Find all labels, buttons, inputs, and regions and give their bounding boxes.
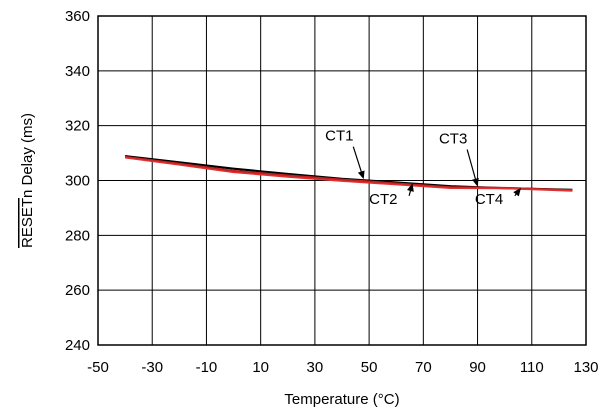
x-tick-label: 50 — [361, 359, 378, 376]
x-tick-label: 90 — [469, 359, 486, 376]
y-axis-title-rest: n Delay (ms) — [19, 113, 36, 198]
x-tick-label: 70 — [415, 359, 432, 376]
annotation: CT2 — [369, 183, 414, 208]
y-tick-label: 320 — [65, 118, 90, 135]
x-tick-label: 10 — [252, 359, 269, 376]
series-line — [124, 155, 573, 191]
plot-frame — [97, 15, 587, 346]
x-tick-label: 30 — [307, 359, 324, 376]
annotation: CT4 — [475, 187, 521, 208]
annotation-arrowhead — [472, 177, 479, 187]
annotation-arrowhead — [513, 187, 521, 197]
annotations: CT1 CT2 CT3 CT4 — [325, 128, 521, 208]
annotation: CT1 — [325, 128, 365, 180]
series-line — [125, 156, 573, 192]
annotation-label: CT4 — [475, 191, 503, 208]
y-tick-label: 360 — [65, 8, 90, 25]
annotation-arrowhead — [407, 183, 414, 192]
svg-text:RESETn Delay (ms): RESETn Delay (ms) — [19, 113, 36, 248]
y-tick-label: 340 — [65, 63, 90, 80]
y-tick-label: 280 — [65, 227, 90, 244]
annotation-arrow — [466, 149, 478, 185]
series-group — [124, 155, 573, 192]
x-tick-label: -50 — [87, 359, 109, 376]
x-tick-label: 130 — [573, 359, 598, 376]
annotation-label: CT1 — [325, 128, 353, 145]
y-axis-title: RESETn Delay (ms) — [19, 113, 36, 248]
y-tick-label: 300 — [65, 173, 90, 190]
series-line — [125, 155, 573, 191]
series-line — [125, 156, 573, 192]
y-tick-label: 260 — [65, 282, 90, 299]
x-axis-title: Temperature (°C) — [284, 391, 399, 408]
annotation-arrowhead — [357, 170, 365, 180]
y-tick-label: 240 — [65, 337, 90, 354]
x-tick-label: -10 — [196, 359, 218, 376]
x-tick-label: 110 — [520, 359, 544, 376]
y-axis-title-overlined: RESET — [19, 198, 36, 248]
tick-labels: -50 -30 -10 10 30 50 70 90 110 130 240 260 280 300 320… — [65, 8, 599, 376]
annotation-label: CT3 — [439, 130, 467, 147]
x-tick-label: -30 — [141, 359, 163, 376]
annotation: CT3 — [439, 130, 479, 187]
annotation-label: CT2 — [369, 191, 397, 208]
